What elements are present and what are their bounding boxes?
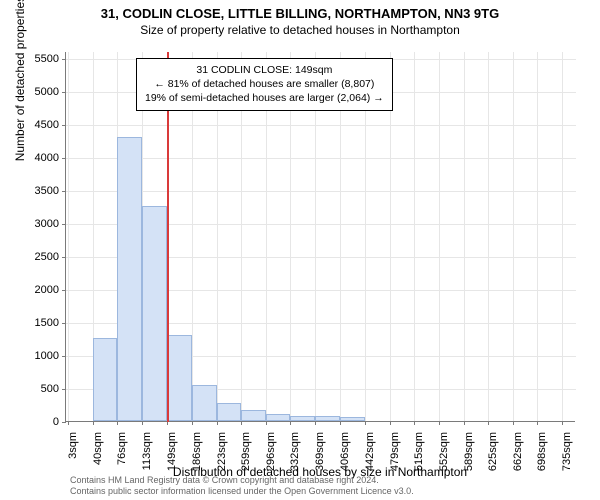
x-tick-mark <box>315 421 316 425</box>
x-tick-label: 552sqm <box>438 432 450 476</box>
histogram-bar <box>192 385 217 421</box>
y-tick-mark <box>62 257 66 258</box>
x-tick-mark <box>439 421 440 425</box>
x-tick-label: 735sqm <box>561 432 573 476</box>
x-tick-mark <box>340 421 341 425</box>
x-tick-label: 113sqm <box>141 432 153 476</box>
x-tick-mark <box>266 421 267 425</box>
y-tick-mark <box>62 224 66 225</box>
annotation-line1: 31 CODLIN CLOSE: 149sqm <box>145 63 384 77</box>
y-tick-mark <box>62 356 66 357</box>
x-tick-mark <box>464 421 465 425</box>
histogram-bar <box>167 335 192 421</box>
x-tick-mark <box>365 421 366 425</box>
x-tick-mark <box>192 421 193 425</box>
x-tick-mark <box>93 421 94 425</box>
y-tick-label: 4000 <box>15 152 59 164</box>
x-tick-label: 662sqm <box>512 432 524 476</box>
y-tick-label: 5000 <box>15 86 59 98</box>
histogram-bar <box>315 416 340 421</box>
y-tick-mark <box>62 158 66 159</box>
x-tick-label: 589sqm <box>463 432 475 476</box>
y-tick-mark <box>62 125 66 126</box>
gridline-v <box>537 52 538 422</box>
annotation-line3: 19% of semi-detached houses are larger (… <box>145 91 384 105</box>
x-tick-mark <box>390 421 391 425</box>
y-tick-label: 3000 <box>15 218 59 230</box>
x-tick-mark <box>414 421 415 425</box>
gridline-v <box>68 52 69 422</box>
y-tick-mark <box>62 59 66 60</box>
chart-area: Number of detached properties Distributi… <box>65 52 575 422</box>
x-tick-mark <box>488 421 489 425</box>
y-tick-label: 3500 <box>15 185 59 197</box>
x-tick-label: 76sqm <box>116 432 128 476</box>
y-tick-label: 500 <box>15 383 59 395</box>
y-tick-mark <box>62 389 66 390</box>
histogram-bar <box>117 137 142 421</box>
x-tick-label: 479sqm <box>389 432 401 476</box>
histogram-bar <box>217 403 241 422</box>
gridline-v <box>464 52 465 422</box>
x-tick-label: 625sqm <box>487 432 499 476</box>
gridline-v <box>513 52 514 422</box>
histogram-bar <box>266 414 290 421</box>
footer-line1: Contains HM Land Registry data © Crown c… <box>70 475 414 486</box>
x-tick-mark <box>68 421 69 425</box>
y-tick-mark <box>62 422 66 423</box>
histogram-bar <box>290 416 315 421</box>
histogram-bar <box>142 206 166 421</box>
footer-attribution: Contains HM Land Registry data © Crown c… <box>70 475 414 497</box>
y-tick-mark <box>62 323 66 324</box>
x-tick-label: 186sqm <box>191 432 203 476</box>
x-tick-label: 369sqm <box>314 432 326 476</box>
histogram-bar <box>241 410 266 421</box>
x-tick-mark <box>217 421 218 425</box>
x-tick-label: 406sqm <box>339 432 351 476</box>
annotation-box: 31 CODLIN CLOSE: 149sqm ← 81% of detache… <box>136 58 393 111</box>
y-tick-label: 0 <box>15 416 59 428</box>
x-tick-mark <box>241 421 242 425</box>
x-tick-label: 259sqm <box>240 432 252 476</box>
x-tick-label: 296sqm <box>265 432 277 476</box>
y-tick-label: 2000 <box>15 284 59 296</box>
x-tick-mark <box>513 421 514 425</box>
x-tick-label: 442sqm <box>364 432 376 476</box>
x-tick-mark <box>142 421 143 425</box>
x-tick-label: 3sqm <box>67 432 79 476</box>
chart-title-sub: Size of property relative to detached ho… <box>0 21 600 37</box>
x-tick-label: 40sqm <box>92 432 104 476</box>
chart-title-main: 31, CODLIN CLOSE, LITTLE BILLING, NORTHA… <box>0 0 600 21</box>
x-tick-label: 223sqm <box>216 432 228 476</box>
gridline-v <box>439 52 440 422</box>
x-tick-label: 515sqm <box>413 432 425 476</box>
x-tick-label: 149sqm <box>166 432 178 476</box>
y-tick-label: 1000 <box>15 350 59 362</box>
gridline-v <box>488 52 489 422</box>
gridline-v <box>562 52 563 422</box>
x-tick-mark <box>537 421 538 425</box>
x-tick-label: 332sqm <box>289 432 301 476</box>
x-tick-mark <box>562 421 563 425</box>
x-tick-mark <box>117 421 118 425</box>
y-tick-mark <box>62 92 66 93</box>
y-tick-mark <box>62 290 66 291</box>
footer-line2: Contains public sector information licen… <box>70 486 414 497</box>
y-tick-mark <box>62 191 66 192</box>
histogram-bar <box>340 417 364 421</box>
y-tick-label: 1500 <box>15 317 59 329</box>
gridline-v <box>414 52 415 422</box>
x-tick-mark <box>290 421 291 425</box>
y-axis-label: Number of detached properties <box>13 0 27 161</box>
y-tick-label: 4500 <box>15 119 59 131</box>
y-tick-label: 2500 <box>15 251 59 263</box>
histogram-bar <box>93 338 117 421</box>
annotation-line2: ← 81% of detached houses are smaller (8,… <box>145 77 384 91</box>
x-tick-label: 698sqm <box>536 432 548 476</box>
y-tick-label: 5500 <box>15 53 59 65</box>
